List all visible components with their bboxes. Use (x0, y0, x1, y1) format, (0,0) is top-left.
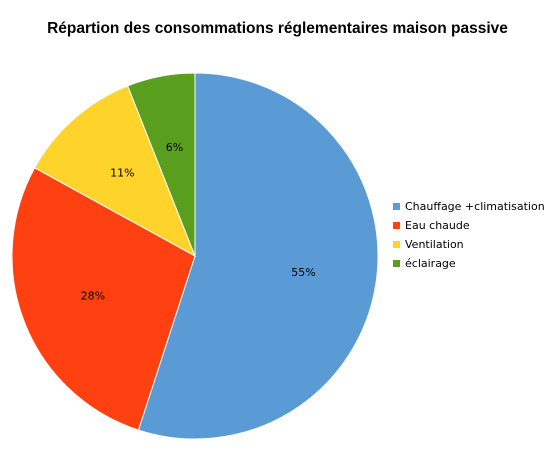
chart-title: Répartion des consommations réglementair… (47, 20, 508, 37)
legend-item-eclairage: éclairage (393, 254, 545, 273)
legend-item-chauffage: Chauffage +climatisation (393, 197, 545, 216)
legend-label: Chauffage +climatisation (405, 200, 545, 213)
pie-slices (11, 72, 379, 440)
legend-label: Eau chaude (405, 219, 470, 232)
pie-slice-2 (33, 85, 196, 258)
legend-swatch (393, 203, 400, 210)
legend-swatch (393, 222, 400, 229)
pie-slice-0 (137, 72, 379, 440)
slice-label-2: 11% (110, 167, 134, 180)
legend-swatch (393, 241, 400, 248)
slice-label-3: 6% (166, 141, 183, 154)
pie-labels: 55% 28% 11% 6% (81, 141, 316, 302)
legend: Chauffage +climatisation Eau chaude Vent… (393, 197, 545, 273)
slice-label-0: 55% (291, 266, 315, 279)
pie-slice-1 (11, 167, 196, 431)
slice-label-1: 28% (81, 289, 105, 302)
legend-item-eau-chaude: Eau chaude (393, 216, 545, 235)
pie-slice-3 (126, 72, 196, 257)
legend-label: Ventilation (405, 238, 464, 251)
legend-item-ventilation: Ventilation (393, 235, 545, 254)
legend-label: éclairage (405, 257, 456, 270)
legend-swatch (393, 260, 400, 267)
